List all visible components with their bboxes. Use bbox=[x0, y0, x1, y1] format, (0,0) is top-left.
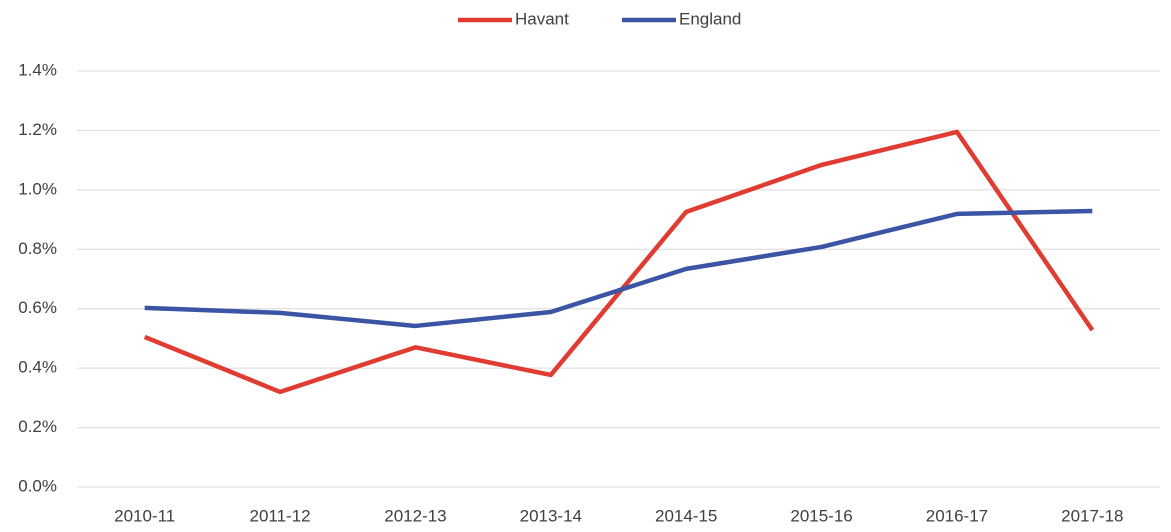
x-tick-label: 2016-17 bbox=[926, 506, 988, 525]
x-tick-label: 2012-13 bbox=[384, 506, 446, 525]
series-line bbox=[144, 208, 1093, 329]
x-tick-label: 2010-11 bbox=[114, 506, 175, 525]
x-tick-label: 2014-15 bbox=[655, 506, 717, 525]
y-tick-label: 0.6% bbox=[18, 298, 57, 317]
y-tick-label: 0.4% bbox=[18, 358, 57, 377]
x-tick-label: 2017-18 bbox=[1061, 506, 1123, 525]
x-tick-label: 2013-14 bbox=[520, 506, 582, 525]
y-tick-label: 0.8% bbox=[18, 239, 57, 258]
x-tick-label: 2015-16 bbox=[790, 506, 852, 525]
y-tick-label: 1.2% bbox=[18, 120, 57, 139]
y-tick-label: 1.4% bbox=[18, 60, 57, 79]
y-tick-label: 0.2% bbox=[18, 417, 57, 436]
y-tick-label: 1.0% bbox=[18, 179, 57, 198]
y-tick-label: 0.0% bbox=[18, 476, 57, 495]
series-line bbox=[143, 129, 1095, 395]
legend-label: Havant bbox=[515, 9, 569, 28]
x-tick-label: 2011-12 bbox=[249, 506, 310, 525]
legend-label: England bbox=[679, 9, 741, 28]
